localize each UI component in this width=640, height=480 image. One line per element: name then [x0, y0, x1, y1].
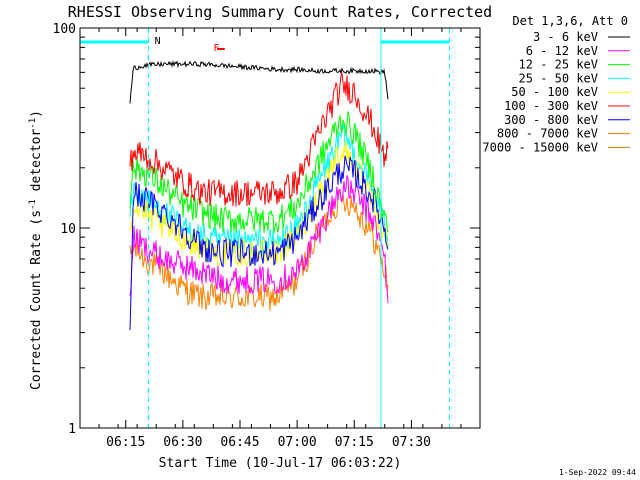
- x-tick-label: 06:15: [106, 435, 145, 450]
- y-tick-label: 100: [53, 22, 76, 37]
- series-line-100-300-kev: [129, 71, 389, 207]
- legend-label-6-12-kev: 6 - 12 keV: [526, 44, 598, 58]
- y-axis: 1 10 100: [53, 22, 480, 437]
- y-axis-label-end: ): [29, 110, 44, 118]
- y-tick-label: 1: [68, 422, 76, 437]
- y-tick-label: 10: [60, 222, 76, 237]
- legend-label-12-25-kev: 12 - 25 keV: [519, 58, 598, 72]
- x-tick-label: 06:30: [163, 435, 202, 450]
- flare-label: F: [213, 43, 219, 54]
- night-label: N: [155, 36, 161, 47]
- y-axis-label-exp2: -1: [28, 118, 38, 129]
- series-line-6-12-kev: [129, 175, 389, 304]
- series-line-300-800-kev: [129, 155, 389, 331]
- x-axis: 06:15 06:30 06:45 07:00 07:15 07:30: [79, 28, 481, 450]
- y-axis-label-mid: detector: [29, 129, 44, 200]
- legend-label-3-6-kev: 3 - 6 keV: [533, 30, 598, 44]
- legend-title: Det 1,3,6, Att 0: [512, 14, 628, 28]
- x-tick-label: 07:00: [278, 435, 317, 450]
- x-tick-label: 06:45: [220, 435, 259, 450]
- legend-label-800-7000-kev: 800 - 7000 keV: [497, 127, 598, 141]
- legend-label-7000-15000-kev: 7000 - 15000 keV: [482, 140, 598, 154]
- series-line-3-6-kev: [129, 60, 389, 104]
- y-axis-label-main: Corrected Count Rate (s: [29, 210, 44, 390]
- series-line-800-7000-kev: [129, 188, 389, 311]
- series-line-12-25-kev: [129, 111, 389, 234]
- legend-label-300-800-kev: 300 - 800 keV: [504, 113, 598, 127]
- x-axis-label: Start Time (10-Jul-17 06:03:22): [159, 456, 402, 471]
- legend-label-25-50-kev: 25 - 50 keV: [519, 71, 598, 85]
- y-axis-label-exp1: -1: [28, 199, 38, 210]
- legend-label-100-300-kev: 100 - 300 keV: [504, 99, 598, 113]
- x-tick-label: 07:30: [392, 435, 431, 450]
- y-axis-label: Corrected Count Rate (s-1 detector-1): [28, 110, 44, 390]
- series-layer: [129, 60, 389, 331]
- timestamp: 1-Sep-2022 09:44: [559, 468, 636, 477]
- chart-title: RHESSI Observing Summary Count Rates, Co…: [68, 3, 492, 21]
- legend-label-50-100-kev: 50 - 100 keV: [511, 85, 598, 99]
- x-tick-label: 07:15: [335, 435, 374, 450]
